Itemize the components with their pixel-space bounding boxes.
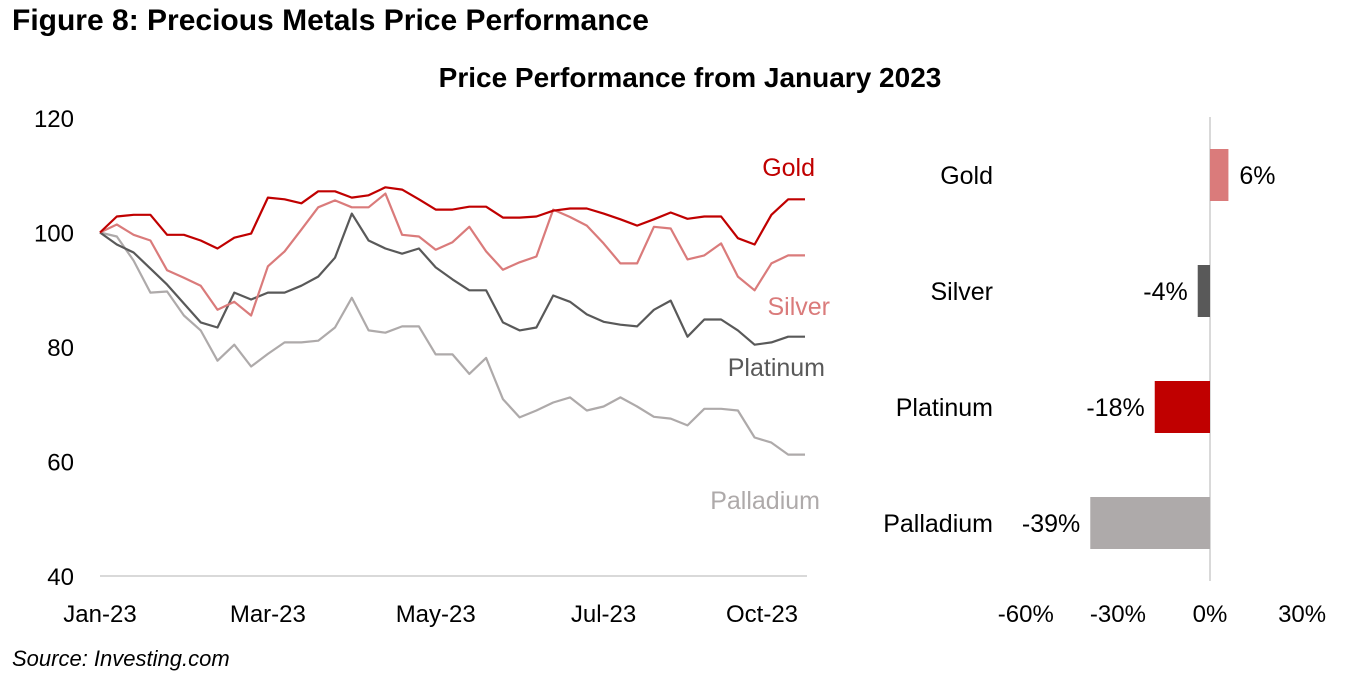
y-tick-label: 120 xyxy=(34,106,74,133)
x-tick-label: Jan-23 xyxy=(63,601,136,628)
x-tick-label: May-23 xyxy=(396,601,476,628)
y-tick-label: 60 xyxy=(47,450,74,477)
series-label-platinum: Platinum xyxy=(728,354,825,382)
series-line-gold xyxy=(99,186,805,250)
series-line-palladium xyxy=(99,231,805,456)
bar-category-label: Platinum xyxy=(896,394,993,422)
bar-palladium xyxy=(1090,497,1210,549)
bar-x-tick-label: 0% xyxy=(1193,601,1228,628)
series-line-platinum xyxy=(99,212,805,346)
bar-value-label: 6% xyxy=(1239,162,1275,190)
bar-x-tick-label: -30% xyxy=(1090,601,1146,628)
y-tick-label: 80 xyxy=(47,335,74,362)
x-tick-label: Mar-23 xyxy=(230,601,306,628)
bar-category-label: Gold xyxy=(940,162,993,190)
y-tick-label: 100 xyxy=(34,221,74,248)
bar-platinum xyxy=(1154,381,1210,433)
bar-silver xyxy=(1197,265,1210,317)
bar-gold xyxy=(1210,149,1229,201)
x-tick-label: Oct-23 xyxy=(726,601,798,628)
bar-category-label: Palladium xyxy=(883,510,993,538)
bar-value-label: -39% xyxy=(1022,510,1080,538)
series-label-gold: Gold xyxy=(762,154,815,182)
chart-title: Price Performance from January 2023 xyxy=(438,62,942,93)
source-note: Source: Investing.com xyxy=(12,646,230,671)
figure-title: Figure 8: Precious Metals Price Performa… xyxy=(12,4,649,37)
line-chart: 120 100 80 60 40 Jan-23 Mar-23 May-23 Jul-23 Oct-… xyxy=(34,106,830,628)
bar-chart: Gold 6% Silver -4% Platinum -18% Palladium -39%… xyxy=(883,117,1326,628)
x-tick-label: Jul-23 xyxy=(571,601,636,628)
series-label-silver: Silver xyxy=(767,293,830,321)
bar-value-label: -18% xyxy=(1086,394,1144,422)
bar-value-label: -4% xyxy=(1143,278,1187,306)
series-label-palladium: Palladium xyxy=(710,487,820,515)
bar-x-tick-label: 30% xyxy=(1278,601,1326,628)
series-line-silver xyxy=(99,192,805,317)
y-tick-label: 40 xyxy=(47,564,74,591)
bar-category-label: Silver xyxy=(930,278,993,306)
bar-x-tick-label: -60% xyxy=(998,601,1054,628)
